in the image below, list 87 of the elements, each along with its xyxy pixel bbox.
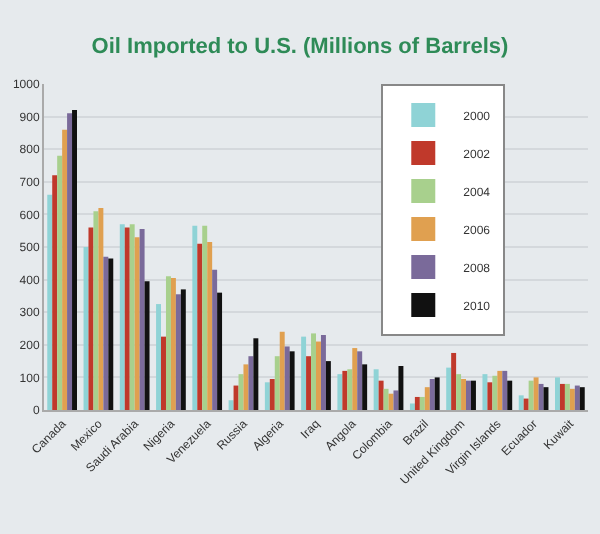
- bar: [470, 380, 476, 410]
- bar: [528, 380, 534, 410]
- bar: [228, 400, 234, 410]
- bar: [62, 129, 68, 410]
- bar: [564, 383, 570, 410]
- bar: [487, 382, 493, 410]
- bar: [243, 364, 249, 410]
- bar: [47, 194, 53, 410]
- bar: [456, 374, 462, 410]
- bar: [129, 224, 135, 410]
- bar: [207, 242, 213, 410]
- chart-title: Oil Imported to U.S. (Millions of Barrels): [91, 34, 510, 59]
- bar: [306, 356, 312, 410]
- bar: [414, 396, 420, 410]
- bar: [311, 333, 316, 410]
- bar: [98, 207, 104, 410]
- bar: [134, 237, 140, 410]
- bar: [492, 375, 498, 410]
- bar: [57, 155, 63, 410]
- bar: [139, 229, 145, 410]
- bar: [574, 385, 580, 410]
- bar: [446, 367, 452, 410]
- bar: [161, 336, 166, 410]
- bar: [316, 341, 321, 410]
- bar: [429, 379, 435, 410]
- bar: [269, 379, 275, 410]
- bar: [52, 175, 58, 410]
- bar: [342, 370, 348, 410]
- bar: [93, 211, 99, 410]
- bar: [502, 370, 508, 410]
- bar: [253, 338, 259, 410]
- bar: [424, 387, 430, 410]
- bar: [274, 356, 280, 410]
- bar: [569, 388, 575, 410]
- bar: [466, 380, 471, 410]
- bar: [67, 113, 73, 410]
- bar: [144, 281, 150, 410]
- bar: [533, 377, 539, 410]
- bar: [289, 351, 295, 410]
- bar: [337, 374, 343, 410]
- bar: [320, 335, 326, 410]
- bar: [88, 227, 94, 410]
- bar: [518, 395, 524, 410]
- bar: [393, 390, 399, 410]
- bar: [202, 225, 208, 410]
- bar: [279, 331, 285, 410]
- bar: [362, 364, 368, 410]
- bar: [559, 383, 565, 410]
- bar: [175, 294, 181, 410]
- bar: [419, 396, 425, 410]
- bar: [325, 361, 331, 410]
- bar: [347, 369, 353, 410]
- bar: [497, 370, 503, 410]
- bar: [555, 377, 560, 410]
- bar: [119, 224, 125, 410]
- bar: [357, 351, 363, 410]
- bar: [180, 289, 186, 410]
- bar: [451, 352, 457, 410]
- bar: [72, 110, 77, 410]
- bar: [170, 277, 176, 410]
- bar: [352, 348, 358, 410]
- bar: [103, 256, 109, 410]
- bar: [507, 380, 513, 410]
- bar: [248, 356, 254, 410]
- bar: [108, 258, 114, 410]
- bar: [212, 269, 218, 410]
- bar: [434, 377, 440, 410]
- bar: [217, 292, 223, 410]
- bar: [301, 336, 307, 410]
- bar: [192, 225, 198, 410]
- bar: [373, 369, 379, 410]
- bar: [264, 382, 270, 410]
- bar: [523, 398, 529, 410]
- bar: [156, 304, 162, 410]
- bar: [398, 366, 404, 410]
- bar: [165, 276, 171, 410]
- bar: [233, 385, 239, 410]
- bar: [461, 379, 467, 410]
- bar: [197, 243, 203, 410]
- bar: [482, 374, 488, 410]
- bar: [284, 346, 290, 410]
- bar: [383, 388, 389, 410]
- bar: [124, 227, 130, 410]
- bar: [378, 380, 384, 410]
- bar: [538, 383, 544, 410]
- bar: [409, 403, 415, 410]
- bar: [579, 387, 585, 410]
